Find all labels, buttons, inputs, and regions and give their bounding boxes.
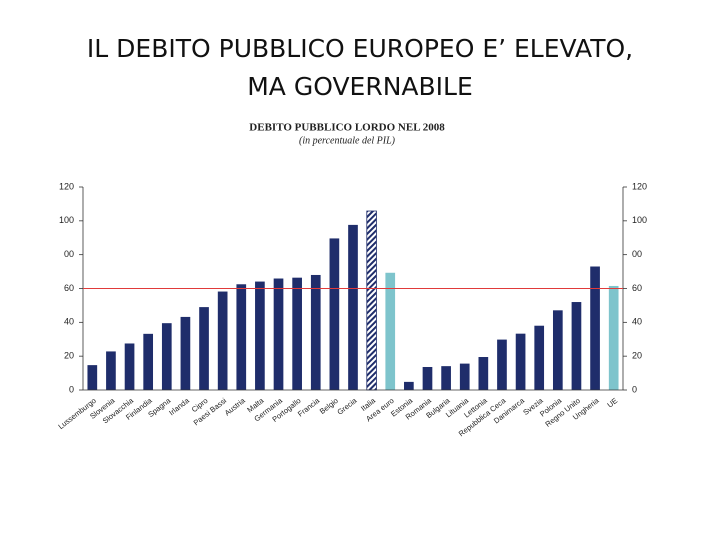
- y2-tick-label: 00: [632, 249, 642, 259]
- bar: [199, 307, 209, 390]
- slide-title: IL DEBITO PUBBLICO EUROPEO E’ ELEVATO,: [87, 34, 633, 63]
- x-tick-label: Francia: [296, 396, 322, 419]
- y2-tick-label: 40: [632, 317, 642, 327]
- y-tick-label: 0: [69, 384, 74, 394]
- bar: [217, 291, 228, 390]
- bar: [87, 365, 98, 390]
- bar: [273, 278, 284, 390]
- bar: [571, 302, 582, 390]
- y2-tick-label: 120: [632, 181, 647, 191]
- bar: [161, 323, 172, 390]
- bar: [329, 238, 340, 390]
- bar: [366, 210, 377, 391]
- bar: [106, 351, 116, 390]
- y2-tick-label: 60: [632, 283, 642, 293]
- x-tick-label: Austria: [223, 396, 248, 418]
- bar: [590, 266, 600, 390]
- bar: [497, 339, 507, 390]
- bar: [143, 333, 154, 390]
- bar: [422, 366, 433, 390]
- bar: [515, 333, 526, 390]
- y2-tick-label: 0: [632, 384, 637, 394]
- bar: [310, 274, 321, 390]
- x-tick-label: Grecia: [336, 396, 360, 417]
- y-tick-label: 00: [64, 249, 74, 259]
- x-tick-label: UE: [605, 396, 619, 410]
- bar: [236, 284, 247, 390]
- y-tick-label: 100: [59, 215, 74, 225]
- bar: [459, 363, 470, 390]
- y-tick-label: 20: [64, 351, 74, 361]
- x-tick-label: Belgio: [318, 396, 340, 416]
- bar: [385, 272, 396, 390]
- slide-title: MA GOVERNABILE: [247, 72, 473, 101]
- bar: [255, 281, 265, 390]
- chart-subtitle: (in percentuale del PIL): [299, 135, 396, 146]
- y2-tick-label: 100: [632, 215, 647, 225]
- bar: [124, 343, 135, 390]
- bar: [180, 316, 191, 390]
- bar: [441, 366, 451, 390]
- y-tick-label: 40: [64, 317, 74, 327]
- y-tick-label: 60: [64, 283, 74, 293]
- bar: [552, 310, 563, 390]
- y2-tick-label: 20: [632, 351, 642, 361]
- chart-title: DEBITO PUBBLICO LORDO NEL 2008: [249, 122, 445, 134]
- bar: [292, 277, 302, 390]
- bar: [608, 285, 619, 390]
- x-tick-label: Irlanda: [167, 396, 191, 418]
- y-tick-label: 120: [59, 181, 74, 191]
- bar: [404, 381, 414, 390]
- bar: [534, 325, 545, 390]
- bar: [478, 357, 489, 390]
- bar: [348, 224, 358, 390]
